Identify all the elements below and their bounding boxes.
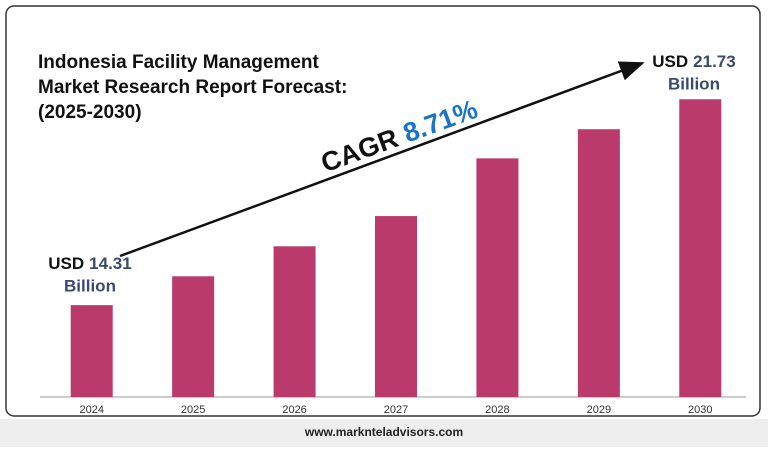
value-prefix: USD [652, 52, 688, 71]
bar [476, 158, 519, 397]
title-line: Indonesia Facility Management [38, 52, 320, 73]
x-tick-label: 2029 [587, 404, 611, 416]
x-tick-label: 2028 [485, 404, 509, 416]
bar [70, 305, 113, 397]
value-number: 21.73 [693, 52, 736, 71]
x-tick-label: 2030 [688, 404, 712, 416]
bar [375, 216, 417, 397]
value-label: USD 21.73 [652, 52, 735, 71]
x-tick-label: 2027 [384, 404, 408, 416]
bar [172, 276, 215, 397]
value-unit: Billion [64, 276, 116, 295]
bar [273, 246, 316, 397]
title: Indonesia Facility Management Market Res… [38, 52, 347, 123]
value-label: USD 14.31 [48, 254, 131, 273]
title-line: Market Research Report Forecast: [38, 77, 347, 98]
value-prefix: USD [48, 254, 84, 273]
footer-band [0, 419, 768, 447]
value-unit: Billion [668, 74, 720, 93]
x-tick-label: 2025 [181, 404, 205, 416]
x-tick-label: 2024 [79, 404, 103, 416]
bar [577, 129, 620, 397]
bar [679, 99, 722, 398]
x-tick-label: 2026 [282, 404, 306, 416]
trend-arrow [119, 61, 645, 258]
title-line: (2025-2030) [38, 102, 142, 123]
footer-url: www.marknteladvisors.com [304, 425, 463, 439]
value-number: 14.31 [89, 254, 132, 273]
